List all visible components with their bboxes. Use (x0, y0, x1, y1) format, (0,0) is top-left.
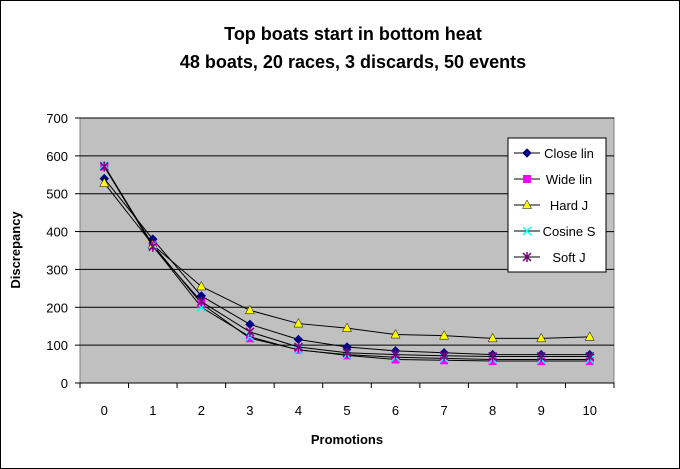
legend-entry: Wide lin (514, 172, 592, 187)
x-tick-label: 2 (198, 403, 205, 418)
legend: Close lin Wide lin Hard J Cosine S Soft J (507, 137, 607, 273)
y-axis-label: Discrepancy (8, 211, 23, 289)
data-point (585, 351, 595, 362)
data-point (584, 331, 595, 341)
legend-marker (522, 226, 532, 236)
data-point (536, 332, 547, 343)
x-tick-label: 3 (246, 403, 253, 418)
series-layer (99, 160, 595, 366)
data-point (342, 347, 352, 358)
legend-label: Soft J (552, 250, 585, 265)
x-tick-label: 10 (582, 403, 596, 418)
data-point (342, 322, 352, 332)
y-tick-label: 100 (46, 338, 68, 353)
x-tick-label: 9 (538, 403, 545, 418)
x-tick-label: 4 (295, 403, 302, 418)
data-point (99, 177, 110, 187)
legend-entry: Cosine S (514, 224, 596, 239)
x-tick-label: 1 (149, 403, 156, 418)
x-tick-label: 6 (392, 403, 399, 418)
x-axis-label: Promotions (311, 432, 383, 447)
data-point (488, 351, 498, 362)
legend-marker (523, 175, 531, 183)
series-soft-j (99, 161, 595, 362)
legend-label: Cosine S (543, 224, 596, 239)
data-point (293, 342, 303, 353)
legend-label: Hard J (550, 198, 588, 213)
legend-label: Wide lin (546, 172, 592, 187)
y-tick-label: 200 (46, 300, 68, 315)
data-point (99, 161, 109, 172)
legend-marker (522, 148, 532, 158)
data-point (439, 330, 450, 340)
y-axis-ticks: 0 100 200 300 400 500 600 700 (46, 111, 80, 391)
legend-entry: Hard J (514, 198, 588, 213)
data-point (196, 280, 207, 291)
legend-entry: Close lin (514, 146, 594, 161)
chart-title: Top boats start in bottom heat (224, 24, 482, 44)
y-tick-label: 0 (61, 376, 68, 391)
series-hard-j (99, 177, 595, 343)
data-point (390, 329, 401, 339)
chart-subtitle: 48 boats, 20 races, 3 discards, 50 event… (180, 52, 526, 72)
y-tick-label: 600 (46, 149, 68, 164)
legend-marker (522, 199, 532, 209)
y-tick-label: 400 (46, 225, 68, 240)
legend-entry: Soft J (514, 250, 586, 265)
data-point (536, 351, 546, 362)
legend-label: Close lin (544, 146, 594, 161)
data-point (293, 318, 304, 328)
data-point (391, 349, 401, 360)
data-point (196, 296, 206, 307)
x-tick-label: 8 (489, 403, 496, 418)
data-point (245, 326, 255, 337)
y-tick-label: 300 (46, 262, 68, 277)
x-tick-label: 5 (343, 403, 350, 418)
data-point (487, 332, 498, 343)
x-tick-label: 0 (101, 403, 108, 418)
data-point (439, 350, 449, 361)
data-point (244, 304, 255, 315)
x-axis-ticks: 0 1 2 3 4 5 6 7 8 9 10 (79, 383, 615, 418)
data-point (148, 241, 158, 252)
legend-marker (522, 252, 532, 262)
y-tick-label: 500 (46, 187, 68, 202)
x-tick-label: 7 (440, 403, 447, 418)
y-tick-label: 700 (46, 111, 68, 126)
